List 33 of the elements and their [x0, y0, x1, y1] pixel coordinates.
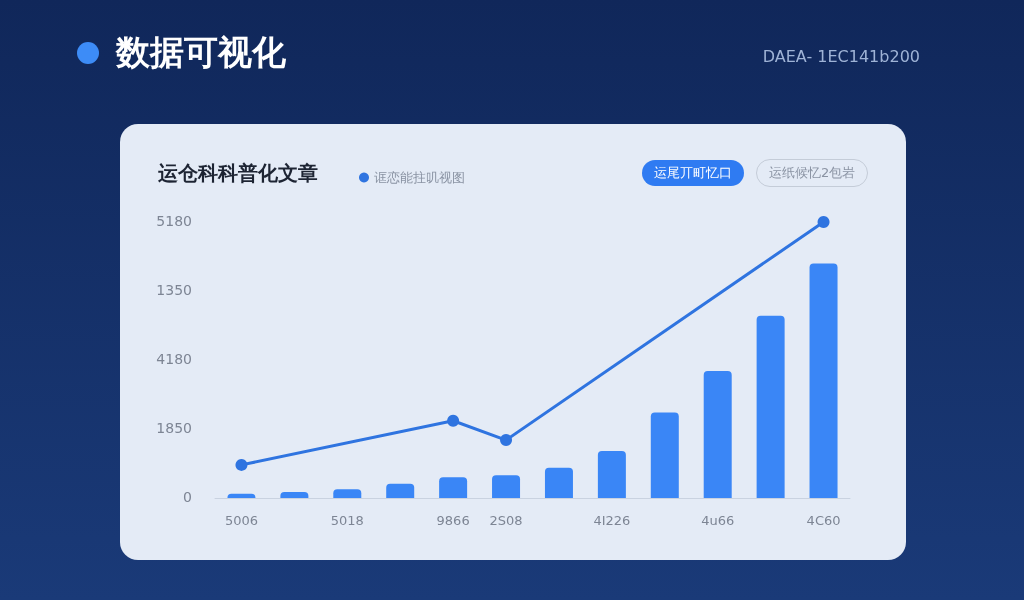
- x-tick-label: 5006: [224, 513, 259, 528]
- x-tick-label: 4u66: [701, 513, 735, 528]
- bar: [756, 315, 785, 498]
- point: [447, 414, 460, 427]
- point: [817, 216, 830, 228]
- bar: [280, 491, 309, 498]
- bar: [492, 475, 521, 498]
- text: 5180: [156, 213, 192, 229]
- text: 运纸候忆2包岩: [756, 159, 869, 187]
- x-tick-label: 5018: [330, 513, 364, 528]
- bar: [703, 371, 732, 498]
- text: 4180: [156, 351, 192, 367]
- bar: [809, 263, 838, 498]
- x-tick-label: 2S08: [489, 513, 523, 528]
- bar: [597, 451, 626, 498]
- bar: [439, 477, 468, 498]
- chart-subtitle: 运仓科科普化文章: [158, 160, 318, 187]
- text: 1850: [156, 420, 192, 436]
- bar: [333, 489, 362, 498]
- bar: [544, 467, 573, 498]
- bar: [650, 412, 679, 498]
- text: 1350: [156, 282, 192, 298]
- chart-title: 数据可视化: [116, 31, 286, 74]
- text: DAEA- 1EC141b200: [762, 47, 920, 66]
- legend-label: 诓恋能拄叽视图: [374, 170, 465, 185]
- x-tick-label: 4I226: [593, 513, 631, 528]
- x-tick-label: 4C60: [806, 513, 841, 528]
- bar: [386, 483, 415, 498]
- x-tick-label: 9866: [436, 513, 470, 528]
- point: [235, 458, 248, 471]
- point: [500, 434, 513, 447]
- text: 0: [183, 489, 192, 505]
- text: 运尾丌町忆口: [642, 160, 744, 186]
